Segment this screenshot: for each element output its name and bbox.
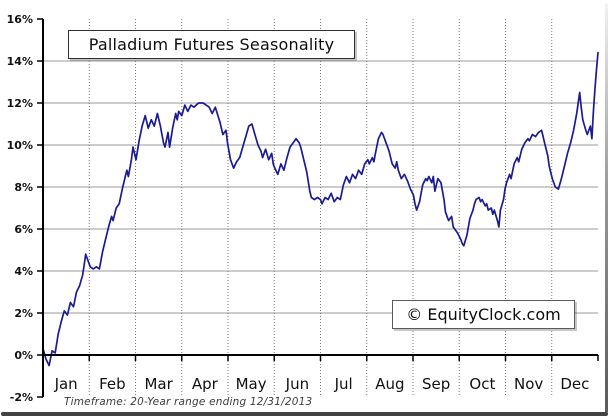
frame-shadow-bottom — [1, 412, 608, 416]
axis-tick-label: 14% — [7, 55, 33, 68]
axis-tick-label: Jan — [54, 375, 78, 393]
axis-tick-label: 6% — [14, 223, 33, 236]
axis-tick-label: Jul — [334, 375, 353, 393]
axis-tick-label: Jun — [285, 375, 309, 393]
seasonality-line — [42, 51, 599, 367]
axis-tick-label: 10% — [7, 139, 33, 152]
axis-tick-label: Mar — [144, 375, 173, 393]
axis-tick-label: May — [236, 375, 267, 393]
axes — [37, 18, 599, 398]
frame-shadow-right — [605, 3, 608, 413]
axis-tick-label: Feb — [99, 375, 126, 393]
chart-title: Palladium Futures Seasonality — [88, 35, 335, 54]
axis-tick-label: Aug — [375, 375, 404, 393]
axis-tick-label: Apr — [192, 375, 219, 393]
axis-tick-label: Nov — [514, 375, 543, 393]
axis-tick-label: 16% — [7, 13, 33, 26]
y-axis-labels: 16% 14% 12% 10% 8% 6% 4% 2% 0% -2% — [7, 13, 33, 404]
axis-tick-label: Dec — [560, 375, 589, 393]
axis-tick-label: 0% — [14, 349, 33, 362]
watermark-text: © EquityClock.com — [406, 305, 561, 324]
series — [42, 51, 599, 367]
x-axis-labels: Jan Feb Mar Apr May Jun Jul Aug Sep Oct Nov Dec — [54, 375, 590, 393]
chart-title-box: Palladium Futures Seasonality — [68, 30, 355, 59]
watermark-box: © EquityClock.com — [392, 300, 575, 329]
vertical-month-gridlines — [88, 19, 553, 397]
axis-tick-label: Oct — [469, 375, 495, 393]
axis-tick-label: Sep — [422, 375, 450, 393]
axis-tick-label: 12% — [7, 97, 33, 110]
timeframe-note: Timeframe: 20-Year range ending 12/31/20… — [64, 396, 313, 408]
axis-tick-label: 2% — [14, 307, 33, 320]
axis-tick-label: 4% — [14, 265, 33, 278]
axis-tick-label: 8% — [14, 181, 33, 194]
axis-tick-label: -2% — [10, 391, 33, 404]
